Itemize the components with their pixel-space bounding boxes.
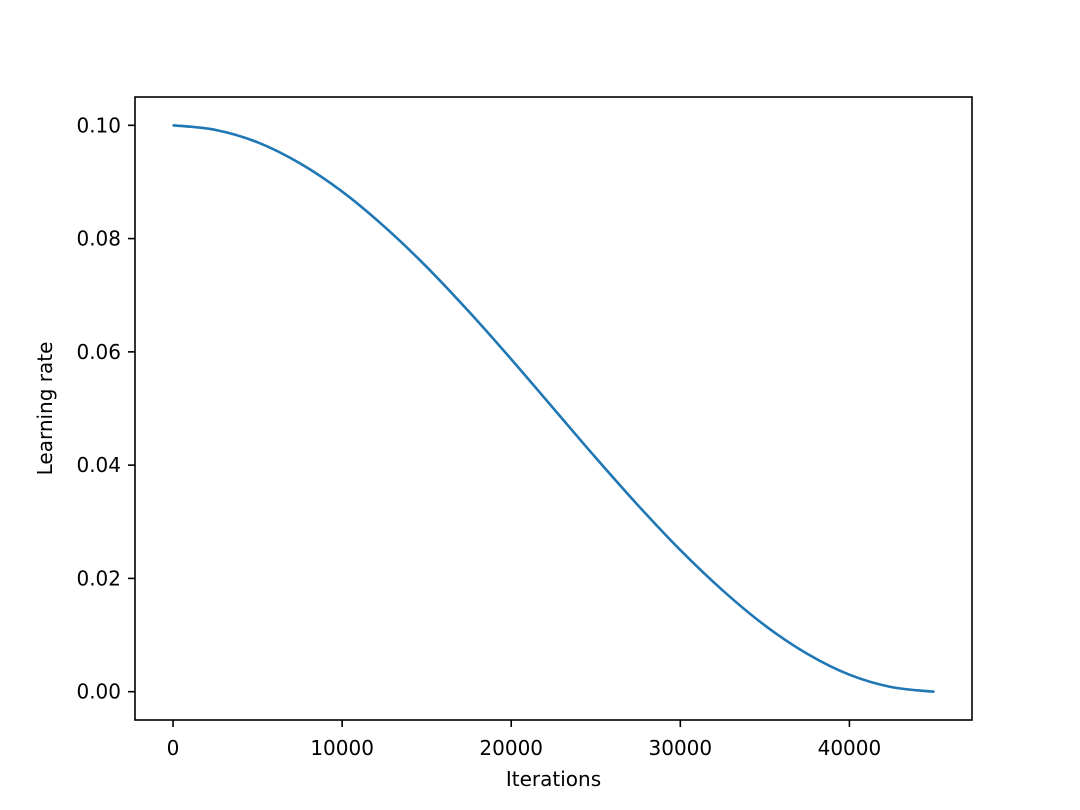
series-data-point bbox=[890, 686, 893, 688]
series-data-point bbox=[679, 549, 682, 551]
y-tick-label: 0.06 bbox=[76, 340, 121, 364]
series-layer bbox=[172, 124, 935, 693]
series-data-point bbox=[552, 407, 555, 410]
plot-frame bbox=[134, 96, 973, 721]
x-tick-label: 0 bbox=[167, 736, 180, 760]
y-tick-label: 0.10 bbox=[76, 113, 121, 137]
series-data-point bbox=[383, 225, 386, 228]
series-data-point bbox=[341, 190, 343, 193]
y-axis: 0.00 0.02 0.04 0.06 0.08 0.10 bbox=[76, 113, 135, 704]
x-tick-label: 30000 bbox=[649, 736, 713, 760]
x-axis-title: Iterations bbox=[506, 767, 601, 791]
y-tick-label: 0.08 bbox=[76, 227, 121, 251]
series-data-point bbox=[933, 690, 935, 693]
x-tick-label: 40000 bbox=[818, 736, 882, 760]
series-data-point bbox=[806, 652, 808, 655]
series-data-point bbox=[468, 310, 470, 313]
series-data-point bbox=[721, 589, 724, 592]
series-data-point bbox=[425, 266, 428, 268]
series-data-point bbox=[764, 624, 766, 627]
y-tick-label: 0.04 bbox=[76, 453, 121, 477]
y-tick-label: 0.02 bbox=[76, 566, 121, 590]
series-data-point bbox=[256, 141, 259, 144]
series-data-point bbox=[214, 129, 217, 131]
series-data-point bbox=[510, 358, 513, 361]
y-tick-label: 0.00 bbox=[76, 680, 121, 704]
x-tick-label: 10000 bbox=[310, 736, 374, 760]
series-data-point bbox=[637, 504, 639, 507]
x-axis: 0 10000 20000 30000 40000 bbox=[167, 720, 882, 760]
y-axis-title: Learning rate bbox=[33, 342, 57, 476]
x-tick-label: 20000 bbox=[479, 736, 543, 760]
series-data-point bbox=[172, 124, 174, 127]
series-data-point bbox=[594, 456, 597, 459]
series-data-point bbox=[299, 162, 301, 165]
series-data-point bbox=[848, 673, 851, 676]
